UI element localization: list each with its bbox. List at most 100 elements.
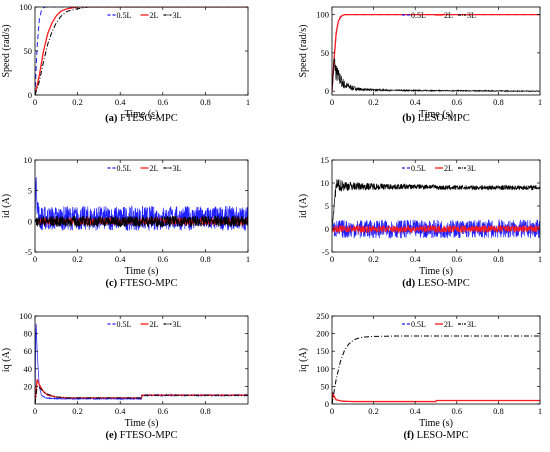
x-tick-label: 0.8 [200, 406, 211, 416]
y-tick-label: 200 [316, 329, 329, 339]
legend: 0.5L 2L 3L [402, 11, 476, 20]
x-axis-label: Time (s) [125, 109, 159, 120]
panel-caption: (d) LESO-MPC [402, 278, 469, 289]
y-tick-label: 100 [19, 2, 32, 12]
legend-entry-3L: 3L [173, 320, 182, 329]
y-tick-label: 150 [316, 346, 329, 356]
x-tick-label: 0.8 [200, 254, 211, 264]
series-line-3L [35, 214, 248, 228]
y-tick-label: 10 [24, 155, 33, 165]
legend: 0.5L 2L 3L [402, 164, 476, 173]
x-tick-label: 0.8 [493, 406, 504, 416]
panel-caption: (f) LESO-MPC [403, 430, 468, 441]
panel-caption-label: (e) [105, 430, 117, 441]
legend-entry-3L: 3L [467, 164, 476, 173]
plot-area [35, 7, 248, 95]
chart-panel-5: 0 0.2 0.4 0.6 0.8 20 40 60 80 100 Time (s) iq (A) 0.… [1, 311, 249, 441]
panel-caption-text: LESO-MPC [414, 430, 469, 441]
legend-entry-3L: 3L [467, 11, 476, 20]
x-tick-label: 0.4 [115, 406, 126, 416]
legend-entry-0.5L: 0.5L [117, 164, 132, 173]
y-tick-label: 0 [325, 224, 329, 234]
x-tick-label: 0 [33, 254, 37, 264]
series-line-3L [35, 7, 248, 95]
y-axis-label: Speed (rad/s) [298, 24, 309, 77]
series-line-2L [35, 7, 248, 95]
axes-frame [34, 159, 249, 253]
panel-caption-text: LESO-MPC [415, 278, 470, 289]
y-tick-label: 5 [325, 201, 329, 211]
series-line-3L [332, 58, 540, 93]
panel-caption-label: (a) [105, 113, 118, 124]
panel-caption: (a) FTESO-MPC [105, 113, 178, 124]
x-tick-label: 0 [330, 97, 334, 107]
legend: 0.5L 2L 3L [402, 320, 476, 329]
x-tick-label: 0.4 [115, 254, 126, 264]
plot-area [332, 335, 540, 404]
x-axis-label: Time (s) [419, 266, 453, 277]
y-tick-label: 100 [316, 10, 329, 20]
x-tick-label: 0.6 [451, 254, 462, 264]
legend-entry-2L: 2L [150, 320, 159, 329]
x-tick-label: 0.2 [368, 97, 379, 107]
x-tick-label: 0.4 [115, 97, 126, 107]
y-tick-label: 20 [24, 381, 33, 391]
x-tick-label: 0.2 [368, 254, 379, 264]
y-tick-label: 0 [325, 399, 329, 409]
x-tick-label: 0.8 [200, 97, 211, 107]
legend-entry-0.5L: 0.5L [117, 11, 132, 20]
y-tick-label: 100 [316, 364, 329, 374]
x-axis-label: Time (s) [419, 109, 453, 120]
legend-entry-0.5L: 0.5L [411, 164, 426, 173]
x-tick-label: 0.4 [410, 254, 421, 264]
legend-entry-2L: 2L [150, 164, 159, 173]
axes-frame [331, 6, 541, 96]
x-tick-label: 0 [330, 406, 334, 416]
y-tick-label: 0 [325, 86, 329, 96]
panel-caption-text: LESO-MPC [415, 113, 470, 124]
y-tick-label: 40 [24, 364, 33, 374]
x-tick-label: 0.2 [368, 406, 379, 416]
panel-caption-text: FTESO-MPC [117, 430, 177, 441]
x-tick-label: 1 [538, 97, 542, 107]
x-tick-label: 1 [538, 406, 542, 416]
series-line-3L [332, 179, 540, 230]
x-axis-label: Time (s) [125, 418, 159, 429]
y-tick-label: -5 [322, 247, 329, 257]
y-tick-label: 250 [316, 311, 329, 321]
y-tick-label: 80 [24, 329, 33, 339]
y-tick-label: 50 [24, 46, 33, 56]
plot-area [332, 14, 540, 93]
series-line-3L [35, 385, 248, 404]
plot-area [35, 177, 248, 231]
x-tick-label: 0.6 [157, 406, 168, 416]
panel-caption-text: FTESO-MPC [117, 113, 177, 124]
x-tick-label: 0.4 [410, 406, 421, 416]
panel-caption: (c) FTESO-MPC [105, 278, 177, 289]
series-line-2L [35, 379, 248, 404]
y-tick-label: 50 [321, 48, 330, 58]
y-axis-label: id (A) [298, 194, 309, 218]
x-axis-label: Time (s) [419, 418, 453, 429]
x-tick-label: 0.2 [72, 254, 83, 264]
panel-caption: (e) FTESO-MPC [105, 430, 177, 441]
x-tick-label: 0.2 [72, 406, 83, 416]
x-tick-label: 0 [33, 406, 37, 416]
y-tick-label: 60 [24, 346, 33, 356]
series-line-2L [332, 224, 540, 234]
panel-caption-text: FTESO-MPC [117, 278, 177, 289]
legend-entry-3L: 3L [173, 164, 182, 173]
plot-area [332, 179, 540, 239]
axes-frame [34, 6, 249, 96]
series-line-0.5L [332, 219, 540, 239]
y-axis-label: iq (A) [1, 348, 12, 372]
series-line-0.5L [35, 7, 248, 95]
panel-caption-label: (d) [402, 278, 415, 289]
legend-entry-0.5L: 0.5L [411, 320, 426, 329]
y-tick-label: 5 [28, 186, 32, 196]
series-line-2L [332, 14, 540, 92]
legend-entry-3L: 3L [467, 320, 476, 329]
series-line-0.5L [332, 391, 540, 404]
